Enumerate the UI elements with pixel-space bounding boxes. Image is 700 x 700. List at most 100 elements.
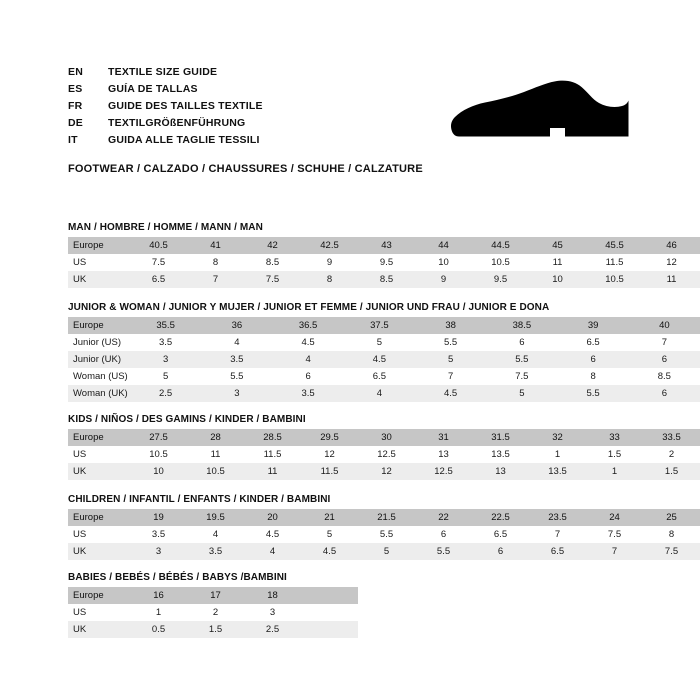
size-cell: 11.5 bbox=[586, 254, 643, 271]
table-row: Woman (US) 5 5.5 6 6.5 7 7.5 8 8.5 bbox=[68, 368, 700, 385]
size-cell: 2.5 bbox=[244, 621, 301, 638]
size-cell: 8.5 bbox=[628, 368, 700, 385]
size-cell: 44 bbox=[415, 237, 472, 254]
size-cell: 11 bbox=[643, 271, 700, 288]
size-cell: 8.5 bbox=[244, 254, 301, 271]
size-section-babies: BABIES / BEBÉS / BÉBÉS / BABYS /BAMBINI E… bbox=[68, 572, 358, 638]
size-cell: 4 bbox=[272, 351, 344, 368]
size-cell: 3 bbox=[129, 351, 202, 368]
size-cell: 6 bbox=[628, 385, 700, 402]
size-cell: 33 bbox=[586, 429, 643, 446]
size-cell: 37.5 bbox=[343, 317, 416, 334]
table-row: Junior (US) 3.5 4 4.5 5 5.5 6 6.5 7 bbox=[68, 334, 700, 351]
size-cell: 19 bbox=[130, 509, 187, 526]
size-table-kids: Europe 27.5 28 28.5 29.5 30 31 31.5 32 33 33.5 US 10… bbox=[68, 429, 700, 480]
size-cell: 8 bbox=[301, 271, 358, 288]
size-cell: 5 bbox=[301, 526, 358, 543]
size-cell: 20 bbox=[244, 509, 301, 526]
size-cell: 10.5 bbox=[187, 463, 244, 480]
size-cell: 6.5 bbox=[472, 526, 529, 543]
size-cell: 6 bbox=[415, 526, 472, 543]
size-cell: 4 bbox=[187, 526, 244, 543]
table-row: US 10.5 11 11.5 12 12.5 13 13.5 1 1.5 2 bbox=[68, 446, 700, 463]
size-cell: 23.5 bbox=[529, 509, 586, 526]
size-table-man: Europe 40.5 41 42 42.5 43 44 44.5 45 45.5 46 US 7.5 8… bbox=[68, 237, 700, 288]
table-row: UK 10 10.5 11 11.5 12 12.5 13 13.5 1 1.5 bbox=[68, 463, 700, 480]
row-label: Woman (UK) bbox=[68, 385, 130, 402]
table-row: Europe 40.5 41 42 42.5 43 44 44.5 45 45.5 46 bbox=[68, 237, 700, 254]
row-label: US bbox=[68, 604, 130, 621]
size-cell: 7 bbox=[628, 334, 700, 351]
size-cell: 6.5 bbox=[529, 543, 586, 560]
language-code: DE bbox=[68, 117, 83, 129]
language-code: EN bbox=[68, 66, 83, 78]
size-cell: 9 bbox=[301, 254, 358, 271]
table-row: UK 0.5 1.5 2.5 bbox=[68, 621, 358, 638]
size-section-man: MAN / HOMBRE / HOMME / MANN / MAN Europe 4… bbox=[68, 222, 700, 288]
size-cell: 35.5 bbox=[129, 317, 202, 334]
size-cell: 13 bbox=[415, 446, 472, 463]
size-cell: 45.5 bbox=[586, 237, 643, 254]
size-cell: 3.5 bbox=[201, 351, 273, 368]
size-cell: 1 bbox=[586, 463, 643, 480]
row-label: UK bbox=[68, 271, 130, 288]
size-cell: 3.5 bbox=[272, 385, 344, 402]
size-cell: 7 bbox=[187, 271, 244, 288]
size-cell: 5 bbox=[358, 543, 415, 560]
size-cell: 1.5 bbox=[643, 463, 700, 480]
row-label: UK bbox=[68, 543, 130, 560]
size-cell: 4 bbox=[201, 334, 273, 351]
size-cell: 3.5 bbox=[187, 543, 244, 560]
size-cell: 6 bbox=[628, 351, 700, 368]
size-cell: 4.5 bbox=[343, 351, 416, 368]
language-guide-title: GUIDE DES TAILLES TEXTILE bbox=[108, 100, 263, 112]
size-cell: 1 bbox=[130, 604, 187, 621]
table-row: US 7.5 8 8.5 9 9.5 10 10.5 11 11.5 12 bbox=[68, 254, 700, 271]
row-label: US bbox=[68, 254, 130, 271]
size-cell: 12 bbox=[301, 446, 358, 463]
size-cell: 7.5 bbox=[130, 254, 187, 271]
size-cell: 33.5 bbox=[643, 429, 700, 446]
size-cell: 4.5 bbox=[415, 385, 487, 402]
table-row: UK 3 3.5 4 4.5 5 5.5 6 6.5 7 7.5 bbox=[68, 543, 700, 560]
size-cell: 44.5 bbox=[472, 237, 529, 254]
language-guide-title: TEXTILGRÖßENFÜHRUNG bbox=[108, 117, 246, 129]
language-row: FR GUIDE DES TAILLES TEXTILE bbox=[68, 98, 428, 115]
size-cell bbox=[301, 587, 358, 604]
size-cell: 7.5 bbox=[486, 368, 558, 385]
size-cell: 24 bbox=[586, 509, 643, 526]
size-cell: 7.5 bbox=[643, 543, 700, 560]
size-cell: 10.5 bbox=[472, 254, 529, 271]
size-cell: 31 bbox=[415, 429, 472, 446]
language-guide-title: TEXTILE SIZE GUIDE bbox=[108, 66, 218, 78]
size-cell: 7.5 bbox=[244, 271, 301, 288]
size-cell: 4 bbox=[244, 543, 301, 560]
size-cell: 5 bbox=[129, 368, 202, 385]
row-label: UK bbox=[68, 621, 130, 638]
language-title-block: EN TEXTILE SIZE GUIDE ES GUÍA DE TALLAS FR GU… bbox=[68, 64, 428, 149]
size-cell: 6.5 bbox=[557, 334, 629, 351]
size-cell: 8.5 bbox=[358, 271, 415, 288]
size-cell: 12.5 bbox=[358, 446, 415, 463]
size-cell: 46 bbox=[643, 237, 700, 254]
size-cell: 5 bbox=[343, 334, 416, 351]
table-row: Europe 19 19.5 20 21 21.5 22 22.5 23.5 24 25 bbox=[68, 509, 700, 526]
size-cell: 5.5 bbox=[358, 526, 415, 543]
size-cell: 25 bbox=[643, 509, 700, 526]
table-row: Junior (UK) 3 3.5 4 4.5 5 5.5 6 6 bbox=[68, 351, 700, 368]
size-cell: 12 bbox=[643, 254, 700, 271]
size-cell: 3 bbox=[244, 604, 301, 621]
size-table-children: Europe 19 19.5 20 21 21.5 22 22.5 23.5 24 25 US 3.5 4… bbox=[68, 509, 700, 560]
size-cell: 31.5 bbox=[472, 429, 529, 446]
size-cell: 38.5 bbox=[486, 317, 558, 334]
size-cell: 11 bbox=[529, 254, 586, 271]
size-cell: 43 bbox=[358, 237, 415, 254]
row-label: Europe bbox=[68, 237, 130, 254]
size-cell: 3 bbox=[201, 385, 273, 402]
table-row: UK 6.5 7 7.5 8 8.5 9 9.5 10 10.5 11 bbox=[68, 271, 700, 288]
language-code: FR bbox=[68, 100, 83, 112]
size-cell: 8 bbox=[643, 526, 700, 543]
size-cell: 7 bbox=[415, 368, 487, 385]
size-cell: 6 bbox=[272, 368, 344, 385]
